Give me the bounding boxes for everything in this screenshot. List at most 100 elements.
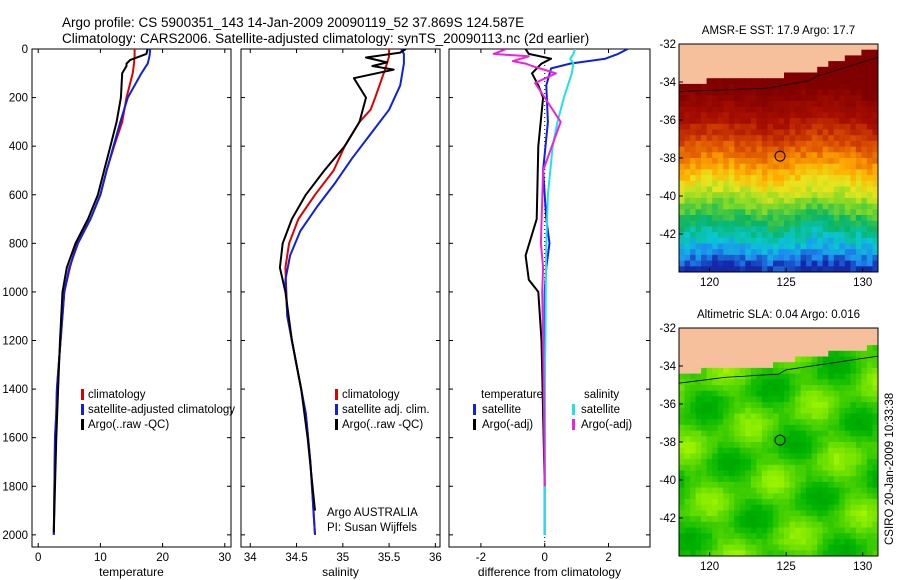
map-cell bbox=[706, 106, 713, 113]
map-cell bbox=[866, 373, 873, 380]
map-cell bbox=[745, 197, 752, 205]
map-cell bbox=[717, 527, 724, 534]
map-cell bbox=[739, 266, 746, 272]
x-tick-label: 120 bbox=[700, 277, 719, 289]
map-cell bbox=[866, 464, 873, 472]
map-cell bbox=[690, 152, 697, 159]
map-cell bbox=[784, 442, 791, 449]
map-cell bbox=[750, 538, 757, 546]
map-cell bbox=[844, 476, 851, 483]
map-cell bbox=[833, 260, 840, 267]
map-cell bbox=[811, 106, 818, 113]
map-cell bbox=[861, 356, 868, 363]
map-cell bbox=[817, 112, 824, 119]
map-cell bbox=[850, 379, 857, 386]
map-cell bbox=[866, 209, 873, 216]
map-cell bbox=[866, 356, 873, 363]
map-cell bbox=[756, 266, 763, 272]
map-cell bbox=[717, 129, 724, 136]
map-cell bbox=[745, 220, 752, 227]
map-cell bbox=[800, 197, 807, 205]
map-cell bbox=[773, 453, 780, 460]
map-cell bbox=[822, 180, 829, 188]
map-cell bbox=[795, 516, 802, 523]
map-cell bbox=[756, 470, 763, 477]
map-cell bbox=[855, 140, 862, 148]
map-cell bbox=[784, 243, 791, 250]
map-cell bbox=[811, 89, 818, 96]
map-cell bbox=[817, 135, 824, 142]
map-cell bbox=[701, 129, 708, 136]
map-cell bbox=[850, 493, 857, 500]
map-cell bbox=[789, 209, 796, 216]
map-cell bbox=[855, 89, 862, 96]
map-cell bbox=[789, 226, 796, 233]
map-cell bbox=[822, 226, 829, 233]
map-cell bbox=[872, 146, 878, 153]
map-cell bbox=[861, 504, 868, 511]
map-cell bbox=[817, 464, 824, 472]
map-cell bbox=[833, 146, 840, 153]
map-cell bbox=[861, 61, 868, 68]
map-cell bbox=[778, 521, 785, 529]
map-cell bbox=[750, 402, 757, 409]
map-cell bbox=[806, 385, 813, 392]
map-cell bbox=[695, 379, 702, 386]
map-cell bbox=[750, 413, 757, 420]
map-cell bbox=[844, 356, 851, 363]
map-cell bbox=[773, 146, 780, 153]
map-cell bbox=[773, 89, 780, 96]
map-cell bbox=[778, 146, 785, 153]
map-cell bbox=[844, 243, 851, 250]
map-cell bbox=[850, 220, 857, 227]
map-cell bbox=[866, 49, 873, 56]
map-cell bbox=[750, 544, 757, 551]
map-cell bbox=[866, 453, 873, 460]
map-cell bbox=[789, 464, 796, 472]
map-cell bbox=[855, 362, 862, 369]
map-cell bbox=[690, 521, 697, 529]
map-cell bbox=[822, 215, 829, 222]
map-cell bbox=[833, 544, 840, 551]
map-cell bbox=[684, 470, 691, 477]
map-cell bbox=[861, 430, 868, 437]
map-cell bbox=[723, 89, 730, 96]
map-cell bbox=[822, 453, 829, 460]
map-cell bbox=[817, 544, 824, 551]
map-cell bbox=[828, 362, 835, 369]
map-cell bbox=[784, 249, 791, 256]
map-cell bbox=[784, 89, 791, 96]
map-cell bbox=[778, 140, 785, 148]
map-cell bbox=[872, 140, 878, 148]
map-cell bbox=[817, 169, 824, 176]
map-cell bbox=[789, 135, 796, 142]
map-cell bbox=[855, 459, 862, 466]
map-cell bbox=[734, 226, 741, 233]
map-cell bbox=[811, 544, 818, 551]
map-cell bbox=[789, 504, 796, 511]
map-cell bbox=[872, 89, 878, 96]
map-cell bbox=[861, 135, 868, 142]
map-cell bbox=[761, 197, 768, 205]
map-cell bbox=[761, 118, 768, 125]
map-cell bbox=[679, 95, 686, 102]
map-cell bbox=[839, 66, 846, 74]
map-cell bbox=[695, 550, 702, 556]
map-cell bbox=[784, 220, 791, 227]
map-cell bbox=[822, 106, 829, 113]
map-cell bbox=[745, 89, 752, 96]
map-cell bbox=[806, 249, 813, 256]
map-cell bbox=[850, 407, 857, 415]
map-cell bbox=[872, 186, 878, 193]
map-cell bbox=[795, 266, 802, 272]
y-tick-label: -42 bbox=[659, 513, 676, 525]
map-cell bbox=[773, 192, 780, 199]
map-cell bbox=[739, 516, 746, 523]
map-cell bbox=[767, 118, 774, 125]
map-cell bbox=[756, 260, 763, 267]
map-cell bbox=[734, 140, 741, 148]
map-cell bbox=[839, 140, 846, 148]
map-cell bbox=[695, 140, 702, 148]
map-cell bbox=[761, 89, 768, 96]
map-cell bbox=[723, 243, 730, 250]
